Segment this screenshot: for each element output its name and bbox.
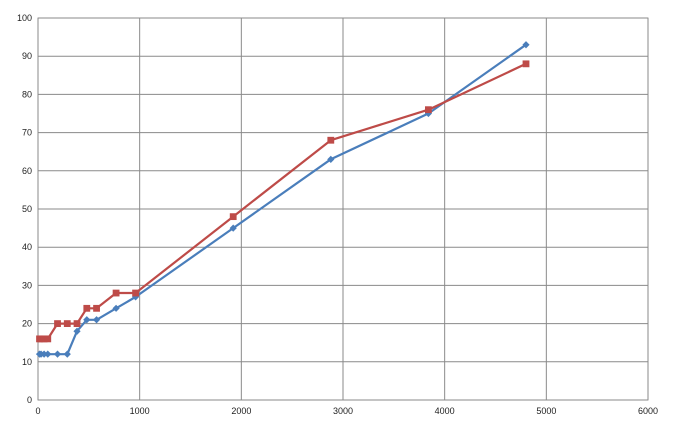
series-1 [35, 41, 530, 358]
y-tick-label: 20 [22, 319, 32, 329]
series-group [35, 41, 530, 358]
x-tick-label: 3000 [333, 406, 353, 416]
series-2-point [425, 106, 432, 114]
series-2-point [63, 320, 71, 327]
y-tick-label: 80 [22, 89, 32, 99]
series-2-point [93, 304, 100, 312]
x-tick-label: 1000 [130, 406, 150, 416]
series-2-point [83, 304, 91, 312]
y-tick-label: 60 [22, 166, 32, 176]
y-tick-label: 0 [27, 395, 32, 405]
y-tick-label: 70 [22, 128, 32, 138]
x-tick-label: 4000 [435, 406, 455, 416]
series-2-point [112, 289, 120, 297]
x-tick-label: 0 [35, 406, 40, 416]
series-2-point [73, 320, 81, 327]
series-1-point [63, 350, 71, 358]
series-1-point [522, 41, 530, 49]
y-tick-label: 100 [17, 13, 32, 23]
series-2-point [132, 289, 139, 297]
series-2-point [327, 136, 335, 144]
series-1-point [83, 316, 91, 324]
series-2-point [44, 335, 52, 343]
series-1-point [40, 350, 48, 358]
grid-lines [37, 17, 649, 401]
series-1-point [44, 350, 52, 358]
series-1-point [424, 109, 432, 118]
series-1-point [112, 304, 120, 312]
series-2-point [522, 60, 530, 68]
series-2-point [229, 213, 237, 221]
x-tick-label: 6000 [638, 406, 658, 416]
y-tick-label: 30 [22, 280, 32, 290]
y-tick-label: 50 [22, 204, 32, 214]
series-2 [36, 60, 530, 343]
series-1-point [92, 316, 101, 324]
series-2-point [40, 335, 48, 343]
series-2-point [54, 320, 61, 327]
series-1-point [327, 155, 335, 163]
x-tick-label: 2000 [231, 406, 251, 416]
y-tick-label: 40 [22, 242, 32, 252]
y-tick-label: 10 [22, 357, 32, 367]
y-tick-label: 90 [22, 51, 32, 61]
series-1-point [53, 350, 62, 358]
series-1-point [229, 224, 237, 232]
x-tick-label: 5000 [536, 406, 556, 416]
series-1-point [73, 327, 81, 335]
